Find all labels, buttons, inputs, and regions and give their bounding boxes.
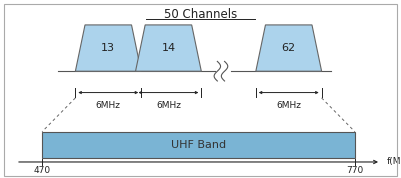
Text: 6MHz: 6MHz xyxy=(96,101,121,110)
Text: 6MHz: 6MHz xyxy=(276,101,301,110)
Text: 470: 470 xyxy=(34,166,51,176)
Polygon shape xyxy=(256,25,322,71)
Text: 6MHz: 6MHz xyxy=(156,101,181,110)
Text: 50 Channels: 50 Channels xyxy=(164,8,237,21)
Text: UHF Band: UHF Band xyxy=(171,140,226,150)
Text: 13: 13 xyxy=(101,43,115,53)
Polygon shape xyxy=(75,25,141,71)
Text: 770: 770 xyxy=(346,166,364,176)
Text: 62: 62 xyxy=(282,43,296,53)
Text: f(MHz): f(MHz) xyxy=(387,158,401,166)
Bar xyxy=(42,132,355,158)
Polygon shape xyxy=(136,25,201,71)
Text: 14: 14 xyxy=(161,43,176,53)
